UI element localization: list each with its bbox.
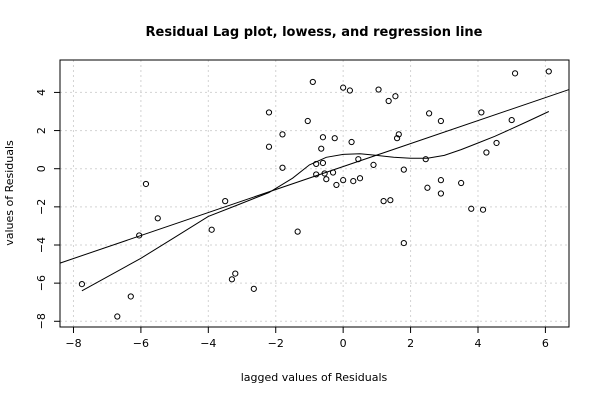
data-point (458, 179, 465, 187)
data-point (154, 215, 161, 222)
data-point (348, 138, 355, 146)
data-point (127, 293, 134, 300)
data-point (493, 139, 500, 147)
x-tick-label: 4 (474, 337, 481, 350)
data-point (385, 97, 392, 105)
data-point (340, 177, 347, 184)
data-point (208, 226, 215, 233)
data-point (304, 117, 311, 125)
data-point (265, 143, 273, 150)
data-point (323, 176, 330, 183)
data-point (346, 87, 353, 94)
data-point (437, 177, 445, 184)
data-point (437, 117, 445, 125)
data-point (426, 110, 433, 117)
lowess-curve (81, 111, 550, 292)
x-tick-label: 6 (542, 337, 549, 350)
x-tick-label: 2 (407, 337, 414, 350)
data-point (511, 70, 519, 77)
data-point (375, 86, 382, 93)
x-tick-label: −2 (268, 337, 284, 350)
data-point (422, 156, 429, 163)
data-point (333, 181, 340, 189)
chart-title: Residual Lag plot, lowess, and regressio… (146, 25, 483, 40)
data-point (508, 116, 515, 124)
data-point (313, 160, 320, 168)
data-point (114, 313, 121, 320)
data-point (355, 156, 362, 163)
plot-frame (59, 59, 570, 328)
y-tick-label: −2 (35, 199, 48, 215)
data-point (370, 161, 377, 168)
data-point (78, 280, 86, 288)
data-point (393, 135, 401, 142)
data-point (479, 206, 487, 213)
y-tick-label: 2 (35, 127, 48, 134)
data-point (387, 197, 394, 204)
data-point (356, 175, 364, 182)
x-tick-label: −4 (200, 337, 216, 350)
x-tick-label: 0 (340, 337, 347, 350)
data-point (294, 228, 301, 235)
data-point (478, 109, 485, 116)
data-point (380, 198, 387, 205)
x-axis-label: lagged values of Residuals (241, 371, 388, 384)
y-tick-label: −8 (35, 313, 48, 329)
data-point (265, 109, 273, 116)
point-layer (78, 68, 552, 320)
y-tick-label: −6 (35, 275, 48, 291)
data-point (468, 205, 475, 212)
data-point (437, 190, 445, 197)
data-point (350, 178, 357, 185)
data-point (424, 184, 431, 191)
data-point (232, 270, 239, 277)
data-point (329, 169, 337, 176)
data-point (309, 78, 316, 86)
axis-layer: −8 −6 −4 −2 0 2 4 6 −8 −6 −4 −2 0 2 4 (35, 89, 549, 350)
data-point (279, 164, 286, 171)
data-point (228, 276, 236, 283)
data-point (321, 170, 328, 177)
data-point (400, 166, 407, 173)
data-point (313, 171, 320, 178)
data-point (250, 285, 257, 292)
data-point (392, 93, 399, 100)
data-point (319, 134, 327, 141)
y-axis-label: values of Residuals (3, 140, 16, 246)
x-tick-label: −8 (65, 337, 81, 350)
y-tick-label: 4 (35, 89, 48, 96)
data-point (222, 198, 229, 205)
data-point (279, 131, 286, 138)
x-tick-label: −6 (133, 337, 149, 350)
y-tick-label: 0 (35, 165, 48, 172)
data-point (395, 131, 402, 138)
data-point (331, 135, 338, 142)
data-point (319, 159, 327, 167)
data-point (483, 149, 490, 156)
data-point (545, 68, 552, 75)
line-layer (59, 89, 570, 292)
y-tick-label: −4 (35, 237, 48, 253)
data-point (142, 180, 150, 188)
data-point (318, 145, 325, 152)
data-point (340, 84, 347, 91)
data-point (400, 239, 407, 247)
grid-layer (60, 60, 569, 327)
data-point (136, 232, 143, 239)
